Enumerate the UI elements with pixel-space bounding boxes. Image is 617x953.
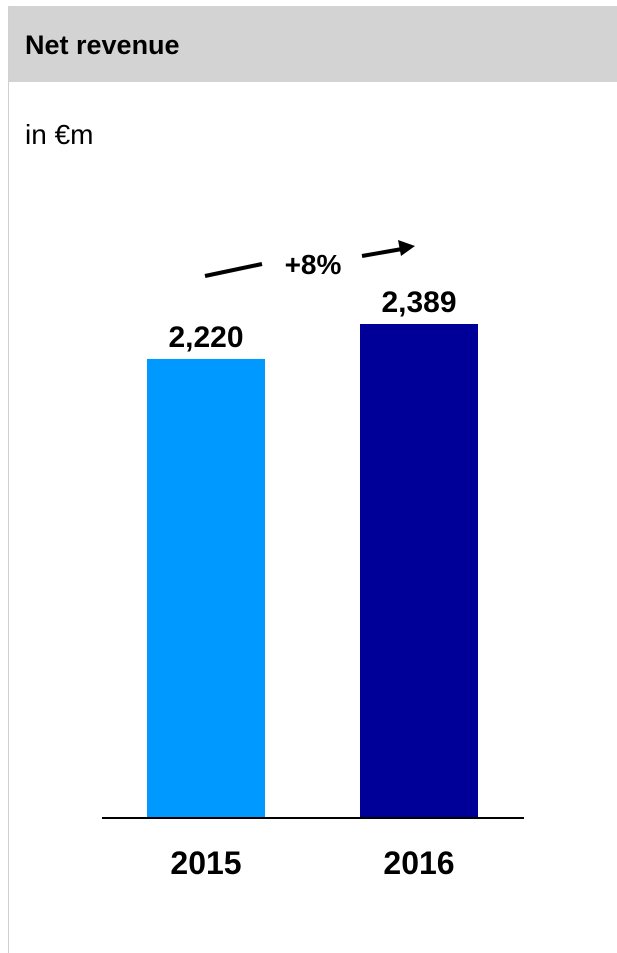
growth-arrow-right-segment <box>361 247 403 258</box>
chart-title: Net revenue <box>25 30 180 60</box>
growth-arrow-left-segment <box>204 262 263 278</box>
tick-label-2016: 2016 <box>383 845 454 881</box>
value-labels-group: 2,220 2,389 <box>168 286 456 354</box>
unit-label: in €m <box>25 119 94 150</box>
bars-group <box>147 324 478 818</box>
growth-arrowhead-icon <box>398 240 415 256</box>
value-label-2015: 2,220 <box>168 321 243 354</box>
chart-panel: Net revenue in €m <box>8 6 617 953</box>
growth-annotation: +8% <box>204 240 415 280</box>
bar-2016 <box>360 324 478 818</box>
growth-label: +8% <box>285 249 342 280</box>
bar-2015 <box>147 358 265 818</box>
tick-labels-group: 2015 2016 <box>170 845 454 881</box>
tick-label-2015: 2015 <box>170 845 241 881</box>
value-label-2016: 2,389 <box>381 286 456 319</box>
header-bar: Net revenue <box>9 6 617 82</box>
